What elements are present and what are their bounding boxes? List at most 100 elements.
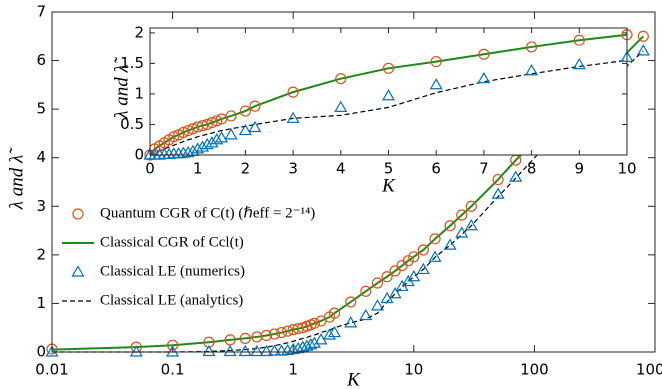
y-tick-label: 0 xyxy=(134,146,144,164)
x-axis-label: K xyxy=(346,369,361,389)
x-tick-label: 9 xyxy=(575,160,585,178)
marker-circle xyxy=(429,233,441,245)
marker-circle xyxy=(573,34,585,46)
x-tick-label: 6 xyxy=(431,160,441,178)
y-tick-label: 1.5 xyxy=(120,54,144,72)
marker-triangle xyxy=(71,265,85,277)
marker-circle xyxy=(268,328,281,340)
y-tick-label: 0.5 xyxy=(120,115,144,133)
marker-triangle xyxy=(334,100,348,112)
y-tick-label: 1 xyxy=(134,84,144,102)
marker-triangle xyxy=(202,344,216,357)
marker-triangle xyxy=(215,131,229,143)
marker-circle xyxy=(430,55,442,68)
marker-triangle xyxy=(223,344,237,357)
marker-triangle xyxy=(200,137,214,150)
marker-triangle xyxy=(166,345,180,357)
marker-triangle xyxy=(327,325,342,338)
marker-triangle xyxy=(172,147,186,159)
marker-circle xyxy=(282,325,294,337)
y-axis-label: λ and λ̃ xyxy=(111,56,132,119)
marker-triangle xyxy=(176,146,190,158)
marker-circle xyxy=(465,200,477,212)
legend-label: Classical LE (analytics) xyxy=(100,292,243,308)
x-tick-label: 0.1 xyxy=(161,361,185,379)
y-tick-label: 4 xyxy=(36,148,46,166)
x-tick-label: 10 xyxy=(404,361,423,379)
marker-circle xyxy=(345,296,357,308)
marker-triangle xyxy=(191,142,205,154)
marker-triangle xyxy=(388,287,402,299)
marker-triangle xyxy=(250,344,264,357)
marker-circle xyxy=(389,265,401,277)
series-line xyxy=(51,35,645,351)
x-tick-label: 3 xyxy=(288,160,298,178)
marker-circle xyxy=(335,73,347,85)
marker-triangle xyxy=(455,226,469,238)
marker-circle xyxy=(408,251,420,263)
marker-triangle xyxy=(129,345,143,357)
axes-box xyxy=(51,11,656,353)
marker-triangle xyxy=(429,78,443,90)
marker-triangle xyxy=(525,64,539,76)
marker-triangle xyxy=(267,344,282,356)
plot-area xyxy=(150,28,627,155)
marker-triangle xyxy=(416,262,430,275)
marker-triangle xyxy=(291,341,305,354)
legend-label: Classical CGR of Ccl(t) xyxy=(100,234,244,250)
marker-circle xyxy=(168,131,180,143)
y-tick-label: 1 xyxy=(36,294,46,312)
marker-circle xyxy=(239,105,251,117)
marker-circle xyxy=(382,62,395,74)
y-tick-label: 7 xyxy=(36,3,46,21)
marker-circle xyxy=(492,173,504,186)
marker-triangle xyxy=(344,316,358,328)
marker-triangle xyxy=(286,111,300,123)
marker-triangle xyxy=(359,308,373,321)
marker-triangle xyxy=(407,270,421,282)
x-tick-label: 0.01 xyxy=(35,361,68,379)
x-tick-label: 0 xyxy=(145,160,155,178)
marker-circle xyxy=(637,30,649,42)
marker-circle xyxy=(308,317,321,329)
marker-circle xyxy=(360,285,372,297)
marker-circle xyxy=(239,332,251,344)
x-tick-label: 4 xyxy=(336,160,346,178)
marker-triangle xyxy=(509,170,523,182)
y-tick-label: 2 xyxy=(134,23,144,41)
marker-triangle xyxy=(195,140,210,152)
marker-circle xyxy=(177,126,189,139)
x-tick-label: 1 xyxy=(288,361,298,379)
x-tick-label: 7 xyxy=(479,160,489,178)
marker-circle xyxy=(249,100,261,112)
marker-circle xyxy=(201,118,213,131)
marker-triangle xyxy=(443,238,457,250)
x-tick-label: 2 xyxy=(241,160,251,178)
y-tick-label: 3 xyxy=(36,197,46,215)
marker-circle xyxy=(402,255,414,267)
marker-triangle xyxy=(428,250,442,262)
marker-triangle xyxy=(286,342,300,355)
marker-triangle xyxy=(181,145,195,158)
marker-triangle xyxy=(296,340,310,352)
series-line xyxy=(149,59,628,156)
marker-circle xyxy=(225,110,237,122)
marker-triangle xyxy=(205,136,219,148)
marker-triangle xyxy=(572,57,586,70)
marker-triangle xyxy=(162,147,176,159)
y-tick-label: 6 xyxy=(36,51,46,69)
marker-triangle xyxy=(224,128,238,140)
marker-triangle xyxy=(477,71,491,84)
marker-triangle xyxy=(248,120,262,133)
marker-circle xyxy=(287,86,299,98)
marker-circle xyxy=(444,220,456,232)
legend-label: Classical LE (numerics) xyxy=(100,263,245,279)
marker-circle xyxy=(525,41,538,53)
marker-circle xyxy=(260,329,273,342)
marker-circle xyxy=(206,117,218,129)
marker-circle xyxy=(478,48,490,60)
marker-circle xyxy=(275,326,288,339)
marker-triangle xyxy=(491,187,505,199)
